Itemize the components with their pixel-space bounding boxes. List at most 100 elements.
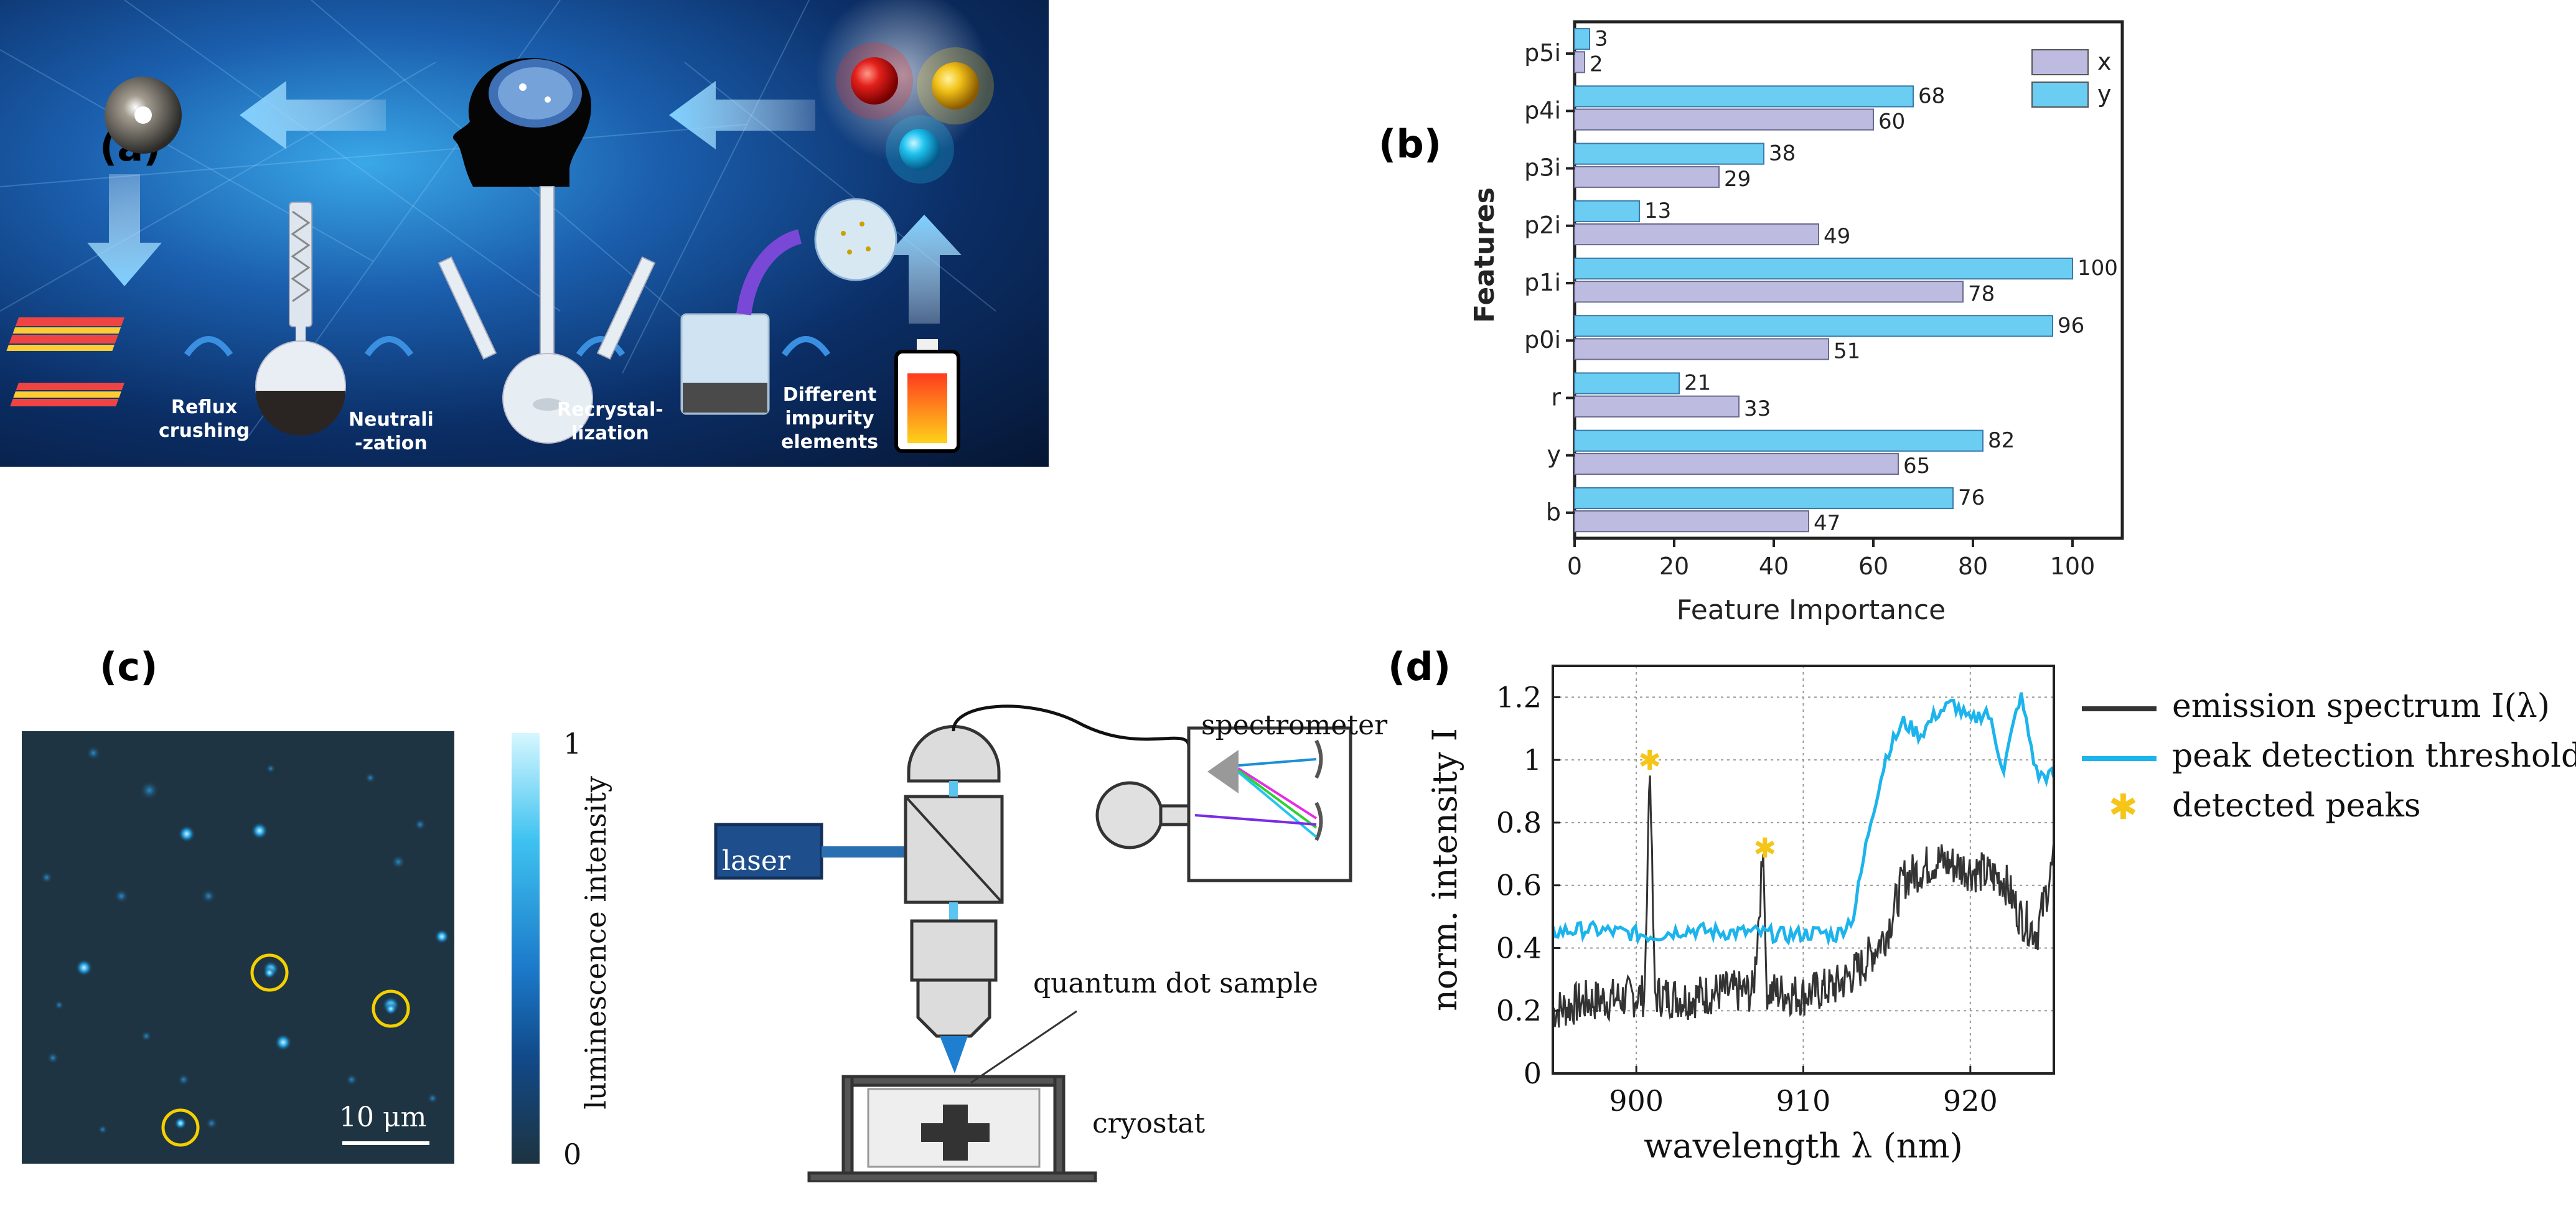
ytick-label-y: y xyxy=(1547,441,1562,469)
ytick-label-d-0.6: 0.6 xyxy=(1496,869,1542,902)
spectrum-legend: emission spectrum I(λ) peak detection th… xyxy=(2082,688,2576,837)
peak-marker-0: ✱ xyxy=(1638,745,1661,777)
colorbar-label: luminescence intensity xyxy=(579,776,612,1110)
xtick-label-80: 80 xyxy=(1958,553,1988,580)
label-y-p2i: 13 xyxy=(1644,199,1671,223)
left-arrow-1 xyxy=(240,81,386,149)
label-y-p1i: 100 xyxy=(2077,256,2118,281)
label-y-p0i: 96 xyxy=(2058,313,2084,338)
objective-upper xyxy=(910,919,998,982)
label-x-p3i: 29 xyxy=(1724,167,1751,192)
laser-box xyxy=(714,823,823,880)
setup-components xyxy=(714,704,1352,1182)
ytick-label-d-0.8: 0.8 xyxy=(1496,806,1542,839)
xtick-label-40: 40 xyxy=(1759,553,1789,580)
feature-importance-chart: 32 p5i 68 60 p4i 38 29 p3i 13 49 p2i 100 78 p1i 96 51 p0… xyxy=(1469,20,2124,626)
beaker-icon xyxy=(680,198,897,415)
emission-spectrum-chart: ✱ ✱ 900 910 920 0 0.2 0.4 0.6 0.8 1 1.2 wavelength λ… xyxy=(1425,665,2056,1166)
ytick-label-p2i: p2i xyxy=(1524,212,1561,239)
sample-pointer xyxy=(970,1010,1077,1084)
ytick-label-d-0: 0 xyxy=(1524,1057,1542,1090)
step-3-line-2: lization xyxy=(571,423,649,444)
bar-y-p4i xyxy=(1574,85,1914,108)
xtick-label-d-920: 920 xyxy=(1943,1084,1998,1118)
panel-c-label: (c) xyxy=(100,644,158,689)
colorbar-max: 1 xyxy=(563,727,582,760)
xtick-label-d-910: 910 xyxy=(1776,1084,1831,1118)
bar-y-p2i xyxy=(1574,200,1640,222)
spectrometer-rays xyxy=(1194,758,1318,838)
xtick-label-60: 60 xyxy=(1858,553,1888,580)
plot-frame-b xyxy=(1573,20,2124,540)
ytick-label-p0i: p0i xyxy=(1524,326,1561,353)
ytick-label-p5i: p5i xyxy=(1524,39,1561,67)
step-neutralization: Neutrali -zation xyxy=(349,408,434,456)
ytick-label-b: b xyxy=(1546,498,1561,526)
ytick-label-r: r xyxy=(1551,383,1561,411)
step-1-line-2: crushing xyxy=(159,420,250,442)
sample-label: quantum dot sample xyxy=(1033,968,1318,999)
step-reflux-crushing: Reflux crushing xyxy=(159,396,250,443)
xlabel-b: Feature Importance xyxy=(1677,594,1946,626)
bar-y-p1i xyxy=(1574,257,2073,280)
legend-star-icon: ✱ xyxy=(2109,787,2138,828)
step-4-line-2: impurity xyxy=(785,408,874,429)
step-4-line-1: Different xyxy=(782,384,877,406)
cyan-impurity-sphere xyxy=(899,129,940,170)
three-neck-flask-icon xyxy=(438,186,656,444)
colorbar-min: 0 xyxy=(563,1138,582,1171)
emission-spectrum-line xyxy=(1552,775,2055,1028)
laser-label: laser xyxy=(722,845,790,877)
synthesis-artwork xyxy=(0,0,996,453)
legend-swatch-emission xyxy=(2082,706,2157,711)
label-x-p2i: 49 xyxy=(1824,224,1850,249)
objective-lower xyxy=(916,978,991,1038)
bar-x-r xyxy=(1574,395,1740,418)
bar-y-p3i xyxy=(1574,143,1764,165)
luminescence-map: 10 μm xyxy=(22,731,454,1164)
label-x-p5i: 2 xyxy=(1590,52,1603,77)
detected-dot-circles xyxy=(161,953,410,1147)
panel-b-label: (b) xyxy=(1379,121,1442,167)
label-y-r: 21 xyxy=(1684,371,1711,396)
brain-head-icon xyxy=(452,58,591,187)
label-y-p5i: 3 xyxy=(1595,26,1608,51)
down-arrow xyxy=(87,174,162,286)
left-arrow-2 xyxy=(669,81,815,149)
xtick-label-20: 20 xyxy=(1659,553,1689,580)
label-x-y: 65 xyxy=(1903,454,1930,479)
label-x-p4i: 60 xyxy=(1878,110,1905,134)
bar-x-p3i xyxy=(1574,166,1720,188)
legend-peaks: detected peaks xyxy=(2172,787,2421,825)
label-y-p3i: 38 xyxy=(1769,141,1796,166)
legend-label-y: y xyxy=(2097,80,2112,108)
synthesis-illustration: Reflux crushing Neutrali -zation Recryst… xyxy=(0,0,1049,467)
scalebar-label: 10 μm xyxy=(339,1101,427,1133)
red-impurity-sphere xyxy=(851,57,898,105)
label-y-p4i: 68 xyxy=(1918,83,1945,108)
label-x-r: 33 xyxy=(1744,396,1771,421)
ylabel-b: Features xyxy=(1469,187,1501,323)
step-2-line-2: -zation xyxy=(355,432,428,454)
step-1-line-1: Reflux xyxy=(171,396,238,418)
xtick-label-0: 0 xyxy=(1567,553,1582,580)
bar-x-p4i xyxy=(1574,108,1874,131)
layered-crystal-icon xyxy=(6,317,124,406)
legend-label-x: x xyxy=(2097,48,2112,75)
ytick-label-d-1.2: 1.2 xyxy=(1496,680,1542,714)
legend-swatch-threshold xyxy=(2082,756,2157,761)
bar-x-p0i xyxy=(1574,338,1829,360)
step-4-line-3: elements xyxy=(781,431,879,453)
bar-x-p5i xyxy=(1574,51,1585,73)
yellow-impurity-sphere xyxy=(932,62,979,110)
furnace-vial-icon xyxy=(894,339,960,453)
peak-marker-1: ✱ xyxy=(1753,833,1776,864)
xtick-label-d-900: 900 xyxy=(1609,1084,1664,1118)
ytick-label-d-0.4: 0.4 xyxy=(1496,931,1542,965)
legend-emission: emission spectrum I(λ) xyxy=(2172,688,2550,725)
detector-dome xyxy=(907,725,1001,783)
optical-setup-diagram xyxy=(714,704,1352,1182)
label-y-b: 76 xyxy=(1958,485,1985,510)
ylabel-d: norm. intensity I xyxy=(1425,728,1464,1011)
ytick-label-p4i: p4i xyxy=(1524,96,1561,124)
